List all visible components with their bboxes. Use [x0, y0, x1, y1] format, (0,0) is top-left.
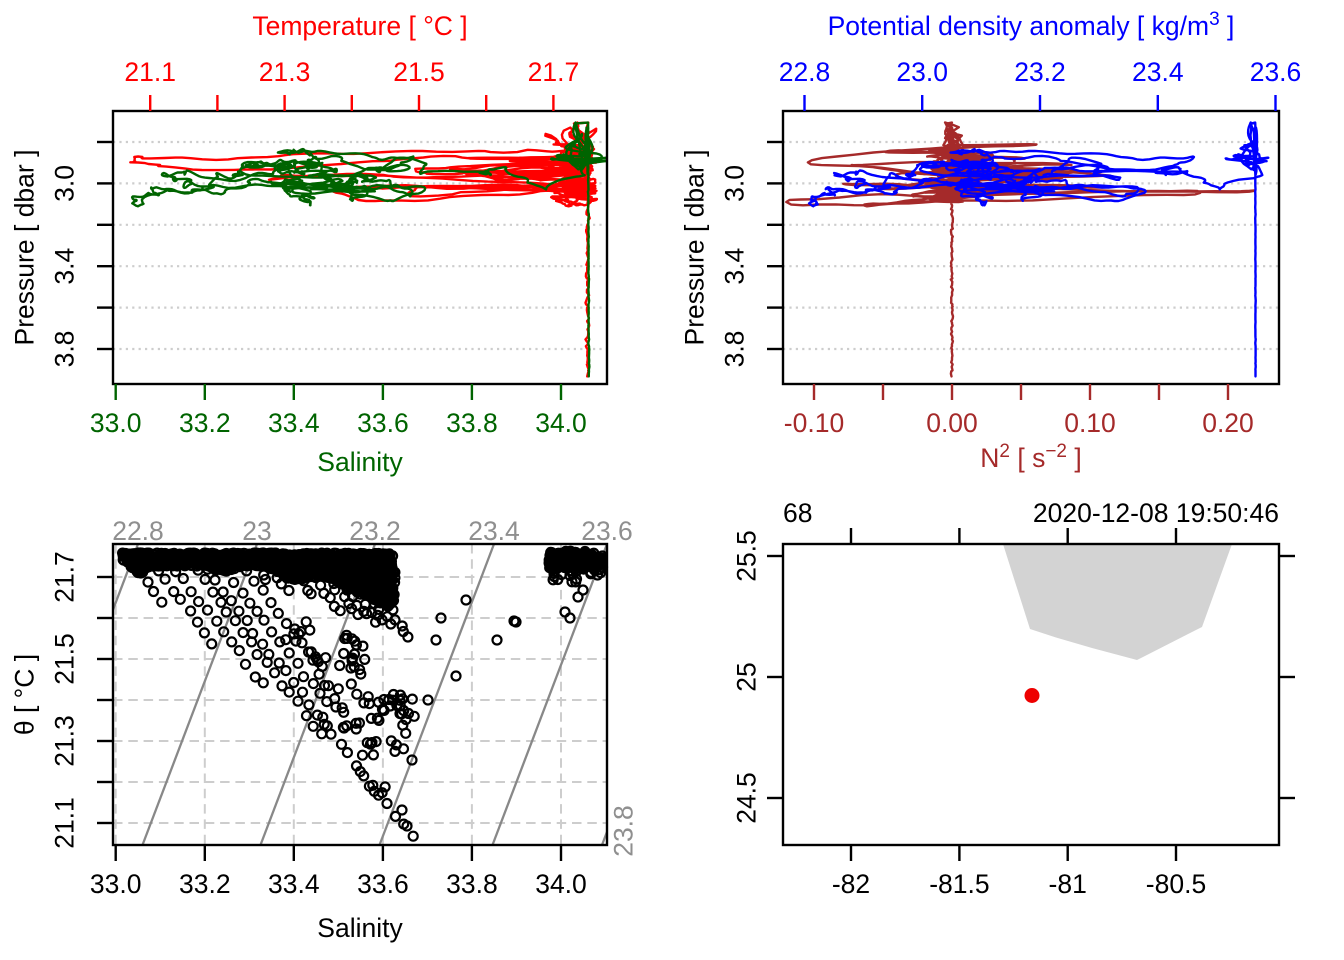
- svg-text:23.8: 23.8: [609, 805, 639, 857]
- svg-text:θ [ °C ]: θ [ °C ]: [10, 654, 40, 735]
- svg-text:21.7: 21.7: [528, 57, 580, 87]
- svg-text:25.5: 25.5: [732, 530, 762, 582]
- svg-text:23.4: 23.4: [1132, 57, 1184, 87]
- svg-text:33.0: 33.0: [90, 408, 142, 438]
- svg-text:33.6: 33.6: [357, 408, 409, 438]
- svg-text:3.0: 3.0: [50, 165, 80, 202]
- svg-text:33.2: 33.2: [179, 408, 231, 438]
- svg-text:Salinity: Salinity: [317, 913, 403, 943]
- svg-text:Pressure [ dbar ]: Pressure [ dbar ]: [10, 150, 40, 346]
- svg-text:-80.5: -80.5: [1146, 869, 1206, 899]
- svg-text:0.10: 0.10: [1064, 408, 1116, 438]
- svg-text:2020-12-08 19:50:46: 2020-12-08 19:50:46: [1033, 498, 1279, 528]
- svg-text:33.2: 33.2: [179, 869, 231, 899]
- svg-text:21.7: 21.7: [50, 551, 80, 603]
- svg-text:25: 25: [732, 662, 762, 691]
- svg-text:34.0: 34.0: [535, 408, 587, 438]
- svg-text:33.6: 33.6: [357, 869, 409, 899]
- svg-text:Temperature [ °C ]: Temperature [ °C ]: [252, 11, 467, 41]
- svg-text:33.0: 33.0: [90, 869, 142, 899]
- svg-text:-81.5: -81.5: [929, 869, 989, 899]
- svg-text:3.8: 3.8: [720, 331, 750, 368]
- svg-text:21.3: 21.3: [50, 715, 80, 767]
- svg-text:-82: -82: [832, 869, 870, 899]
- svg-text:21.5: 21.5: [50, 633, 80, 685]
- svg-text:22.8: 22.8: [779, 57, 831, 87]
- svg-text:3.4: 3.4: [720, 248, 750, 285]
- svg-text:Potential density anomaly [ kg: Potential density anomaly [ kg/m3 ]: [828, 9, 1235, 41]
- svg-text:0.00: 0.00: [926, 408, 978, 438]
- svg-text:-81: -81: [1049, 869, 1087, 899]
- svg-text:23: 23: [242, 516, 271, 546]
- svg-text:68: 68: [783, 498, 812, 528]
- svg-text:33.8: 33.8: [446, 869, 498, 899]
- svg-text:23.2: 23.2: [1014, 57, 1066, 87]
- svg-text:23.4: 23.4: [468, 516, 520, 546]
- svg-text:33.4: 33.4: [268, 869, 320, 899]
- svg-text:24.5: 24.5: [732, 772, 762, 824]
- svg-text:21.1: 21.1: [124, 57, 176, 87]
- svg-text:3.4: 3.4: [50, 248, 80, 285]
- svg-text:3.0: 3.0: [720, 165, 750, 202]
- svg-text:34.0: 34.0: [535, 869, 587, 899]
- svg-text:3.8: 3.8: [50, 331, 80, 368]
- svg-text:21.1: 21.1: [50, 797, 80, 849]
- svg-text:23.0: 23.0: [896, 57, 948, 87]
- svg-text:33.8: 33.8: [446, 408, 498, 438]
- svg-text:33.4: 33.4: [268, 408, 320, 438]
- svg-text:23.6: 23.6: [1250, 57, 1302, 87]
- svg-text:N2 [ s−2 ]: N2 [ s−2 ]: [980, 441, 1081, 473]
- svg-text:0.20: 0.20: [1202, 408, 1254, 438]
- svg-text:21.5: 21.5: [393, 57, 445, 87]
- svg-text:21.3: 21.3: [259, 57, 311, 87]
- svg-text:Pressure [ dbar ]: Pressure [ dbar ]: [680, 150, 710, 346]
- svg-text:-0.10: -0.10: [784, 408, 844, 438]
- svg-text:23.6: 23.6: [581, 516, 633, 546]
- svg-text:Salinity: Salinity: [317, 447, 403, 477]
- svg-text:23.2: 23.2: [349, 516, 401, 546]
- svg-text:22.8: 22.8: [112, 516, 164, 546]
